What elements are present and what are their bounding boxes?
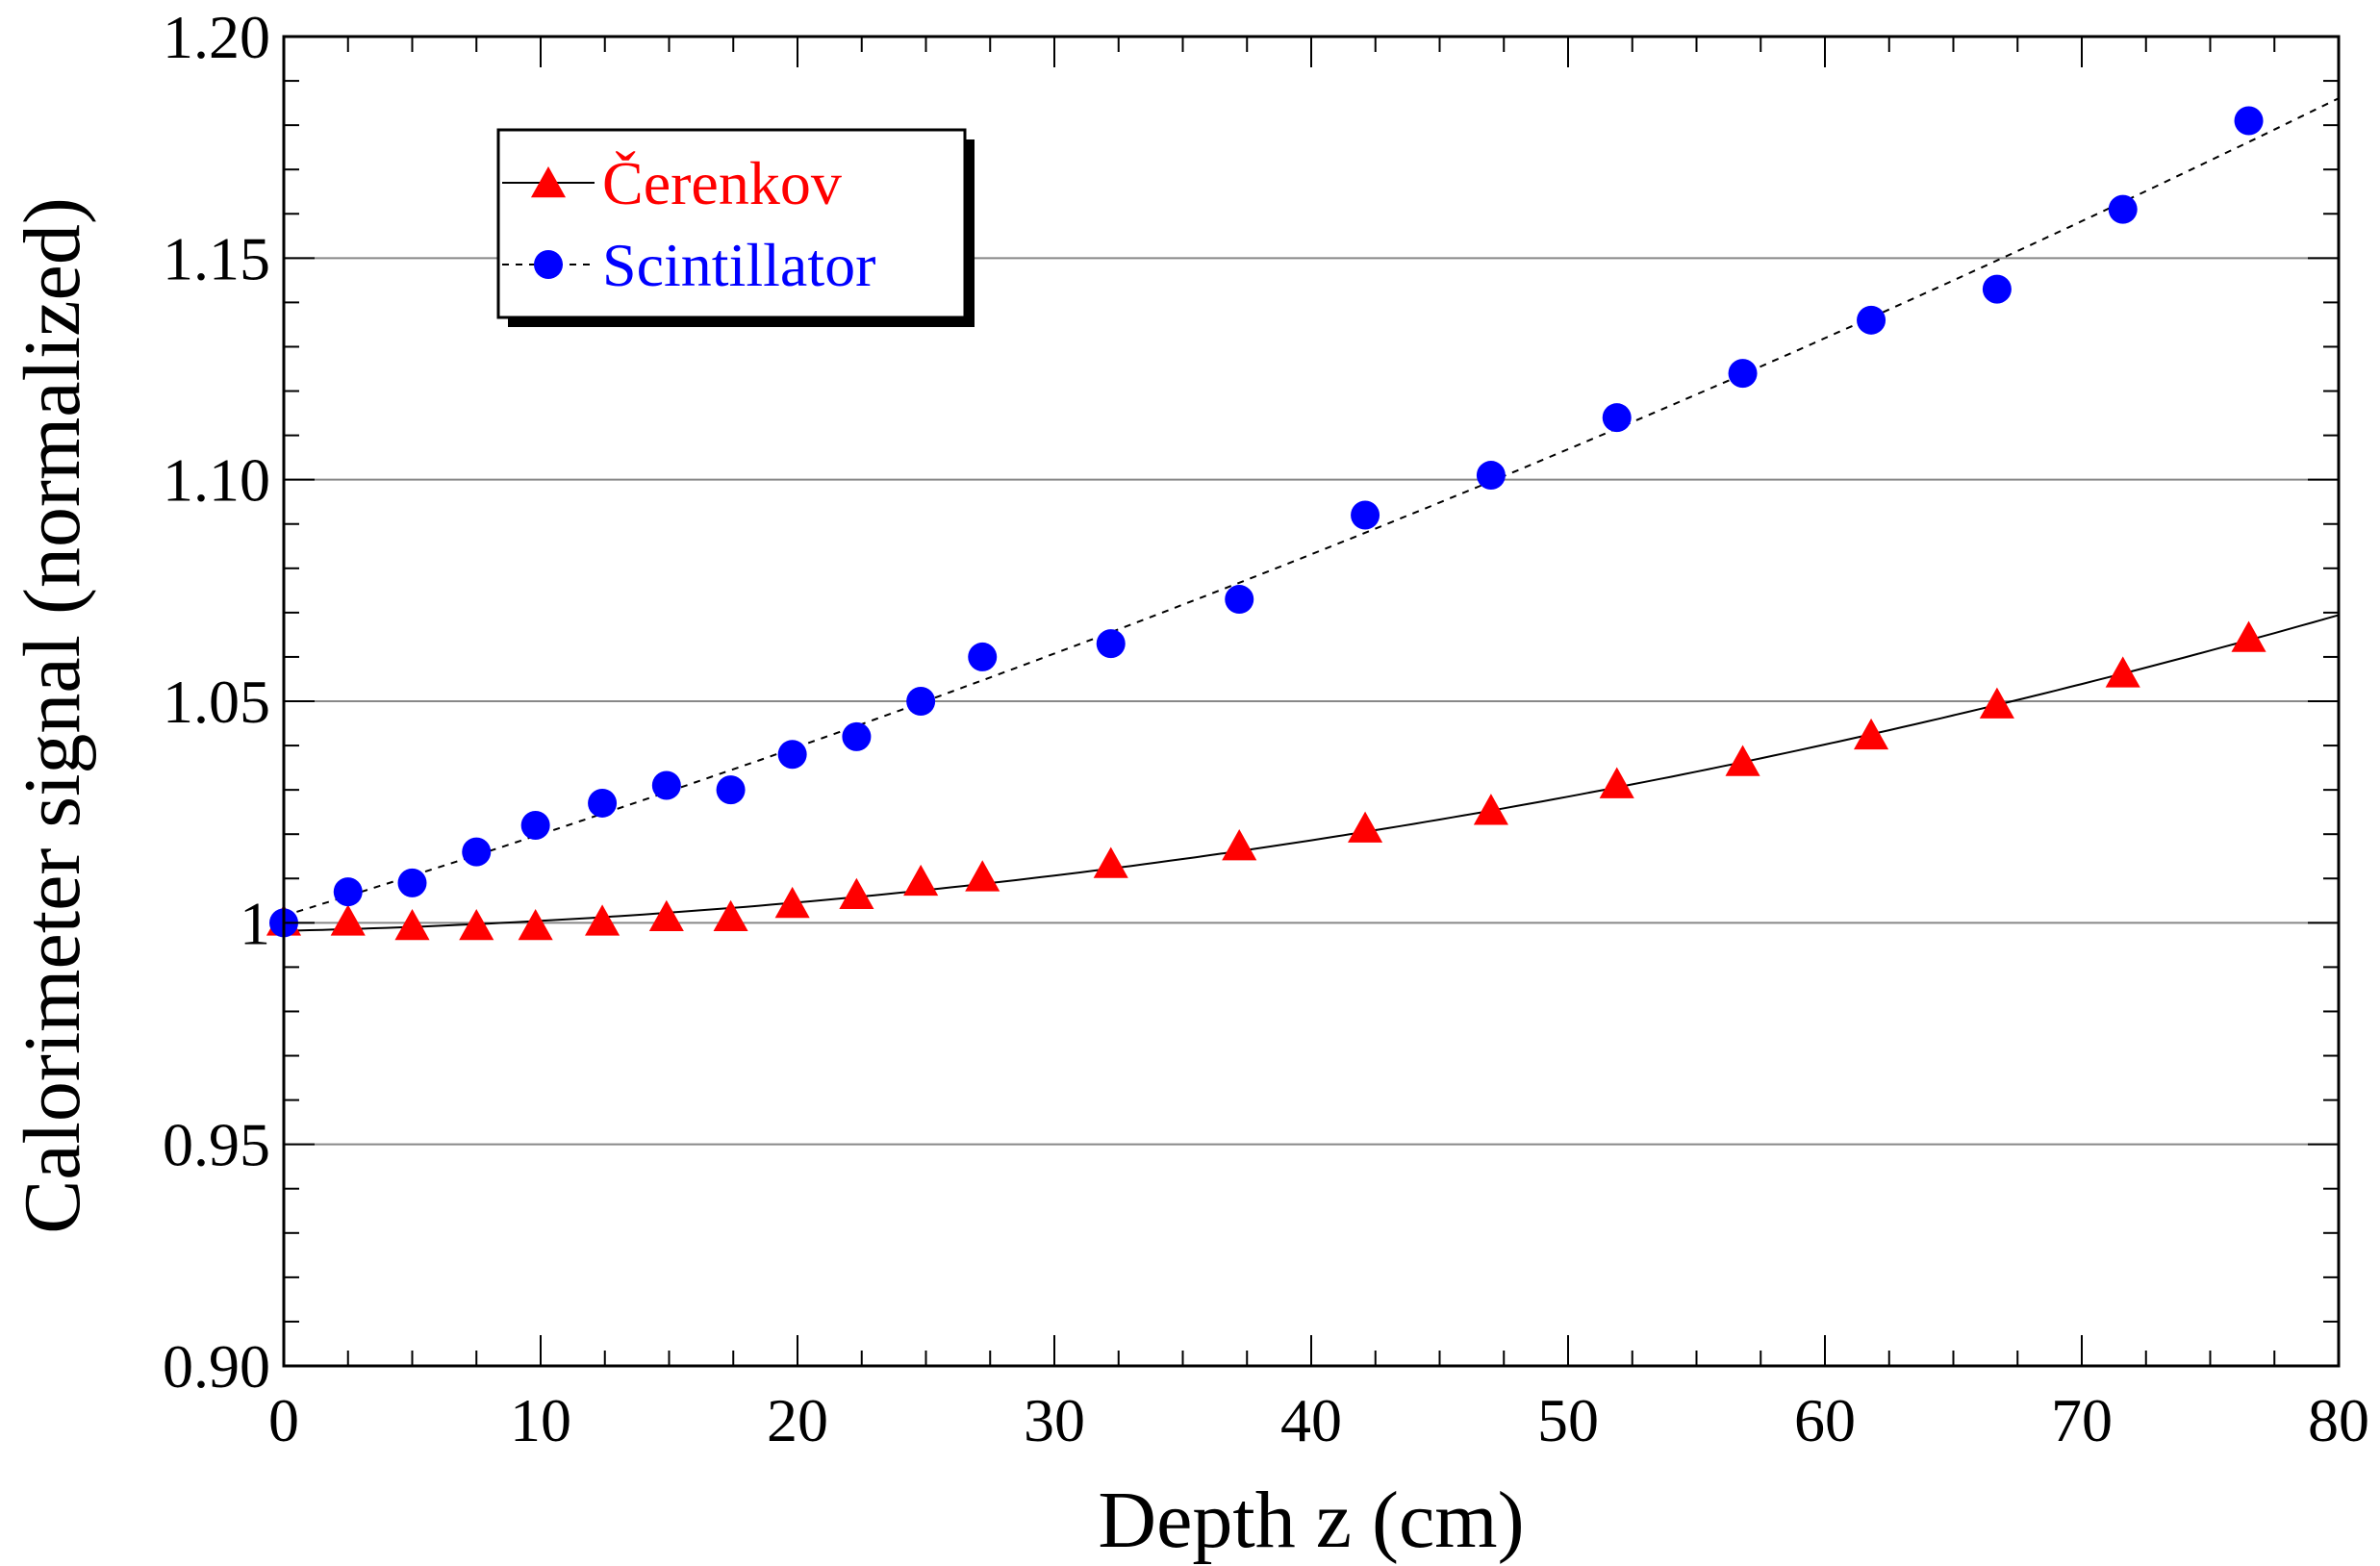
scintillator-point [1096, 629, 1126, 659]
x-tick-label: 20 [767, 1386, 828, 1454]
tick-labels: 0 10 20 30 40 50 60 70 80 0.90 0.95 1 1.05 1.10 1.15 1.… [163, 3, 2369, 1454]
y-tick-label: 1 [240, 889, 270, 957]
scintillator-point [1602, 403, 1632, 433]
y-tick-label: 1.10 [163, 446, 270, 515]
cerenkov-point [1854, 718, 1889, 750]
scintillator-point [333, 877, 363, 907]
x-tick-label: 40 [1280, 1386, 1342, 1454]
scintillator-point [968, 642, 998, 671]
cerenkov-point [459, 908, 494, 941]
y-tick-label: 0.90 [163, 1332, 270, 1401]
scintillator-point [1728, 359, 1758, 389]
y-tick-label: 0.95 [163, 1111, 270, 1179]
y-tick-label: 1.05 [163, 668, 270, 736]
y-tick-label: 1.15 [163, 224, 270, 292]
scintillator-point [906, 687, 936, 716]
scintillator-point [462, 837, 492, 867]
scintillator-point [1225, 585, 1254, 615]
cerenkov-point [330, 904, 366, 936]
scintillator-point [397, 868, 427, 897]
x-tick-label: 80 [2308, 1386, 2369, 1454]
x-tick-label: 30 [1024, 1386, 1085, 1454]
data-markers [266, 106, 2266, 941]
cerenkov-point [585, 904, 620, 936]
legend-marker-cerenkov [530, 166, 567, 198]
scintillator-point [1476, 461, 1506, 491]
cerenkov-point [1222, 829, 1257, 861]
cerenkov-point [394, 908, 430, 941]
cerenkov-point [903, 864, 939, 897]
fit-curve-scintillator [283, 97, 2340, 917]
cerenkov-point [518, 908, 553, 941]
scintillator-point [588, 788, 618, 818]
scintillator-point [520, 810, 550, 840]
legend: Čerenkov Scintillator [496, 128, 975, 327]
scintillator-point [842, 721, 872, 751]
scintillator-point [2108, 194, 2138, 224]
fit-curve-cerenkov [283, 614, 2340, 932]
legend-label-cerenkov: Čerenkov [602, 149, 842, 217]
cerenkov-point [2105, 656, 2140, 688]
cerenkov-point [1473, 794, 1508, 825]
cerenkov-point [1979, 687, 2014, 719]
x-tick-label: 60 [1794, 1386, 1856, 1454]
scintillator-point [2234, 106, 2264, 136]
cerenkov-point [1093, 846, 1128, 878]
x-tick-label: 70 [2051, 1386, 2113, 1454]
y-axis-label: Calorimeter signal (normalized) [8, 197, 97, 1234]
scintillator-point [1982, 274, 2012, 304]
legend-box [496, 128, 967, 319]
legend-label-scintillator: Scintillator [602, 231, 875, 299]
x-tick-label: 0 [268, 1386, 299, 1454]
cerenkov-point [1725, 745, 1760, 776]
x-tick-label: 10 [510, 1386, 571, 1454]
cerenkov-point [1599, 767, 1634, 798]
cerenkov-point [2231, 620, 2266, 652]
scintillator-point [651, 770, 681, 800]
y-tick-label: 1.20 [163, 3, 270, 71]
cerenkov-point [713, 899, 748, 932]
x-axis-label: Depth z (cm) [1098, 1476, 1524, 1565]
scintillator-point [1351, 500, 1380, 530]
legend-marker-scintillator [534, 250, 563, 279]
x-tick-label: 50 [1537, 1386, 1599, 1454]
cerenkov-point [1348, 811, 1383, 843]
cerenkov-point [774, 886, 810, 919]
cerenkov-point [648, 899, 684, 932]
axis-ticks [283, 36, 2340, 1367]
cerenkov-point [965, 860, 1000, 892]
scintillator-point [716, 775, 746, 805]
grid-lines [284, 257, 2339, 1146]
scintillator-point [777, 740, 807, 770]
cerenkov-point [839, 877, 874, 909]
scintillator-point [1857, 305, 1886, 335]
